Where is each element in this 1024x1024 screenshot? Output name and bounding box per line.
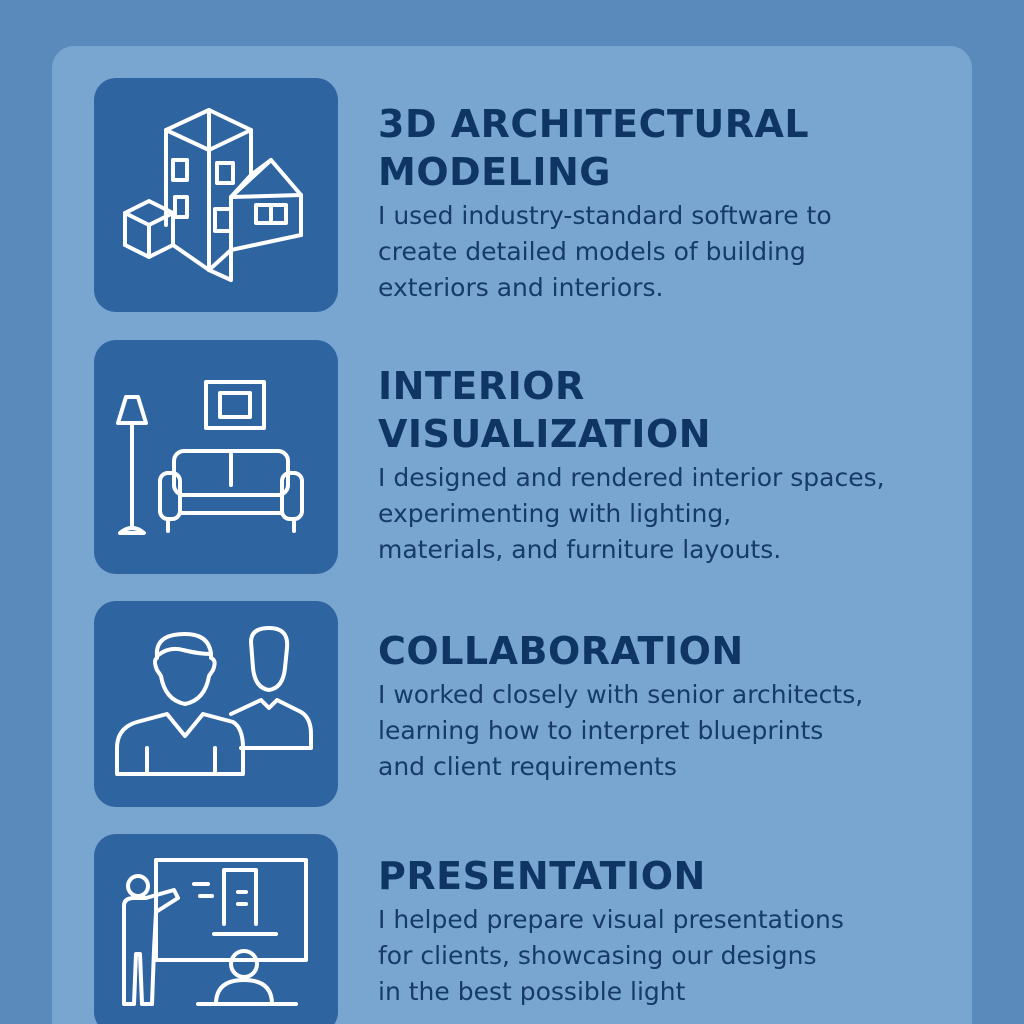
section-text: PRESENTATION I helped prepare visual pre… <box>378 852 948 1010</box>
section-title: PRESENTATION <box>378 854 706 898</box>
living-room-icon <box>94 340 338 574</box>
people-icon <box>94 601 338 807</box>
section-title: 3D ARCHITECTURAL MODELING <box>378 102 810 194</box>
section-description: I designed and rendered interior spaces,… <box>378 463 885 564</box>
building-icon <box>94 78 338 312</box>
section-description: I helped prepare visual presentations fo… <box>378 905 844 1006</box>
section-description: I used industry-standard software to cre… <box>378 201 832 302</box>
section-title: INTERIOR VISUALIZATION <box>378 364 712 456</box>
section-title: COLLABORATION <box>378 629 744 673</box>
section-text: INTERIOR VISUALIZATION I designed and re… <box>378 362 948 568</box>
section-text: 3D ARCHITECTURAL MODELING I used industr… <box>378 100 948 306</box>
presenter-icon <box>94 834 338 1024</box>
section-description: I worked closely with senior architects,… <box>378 680 864 781</box>
section-text: COLLABORATION I worked closely with seni… <box>378 627 948 785</box>
